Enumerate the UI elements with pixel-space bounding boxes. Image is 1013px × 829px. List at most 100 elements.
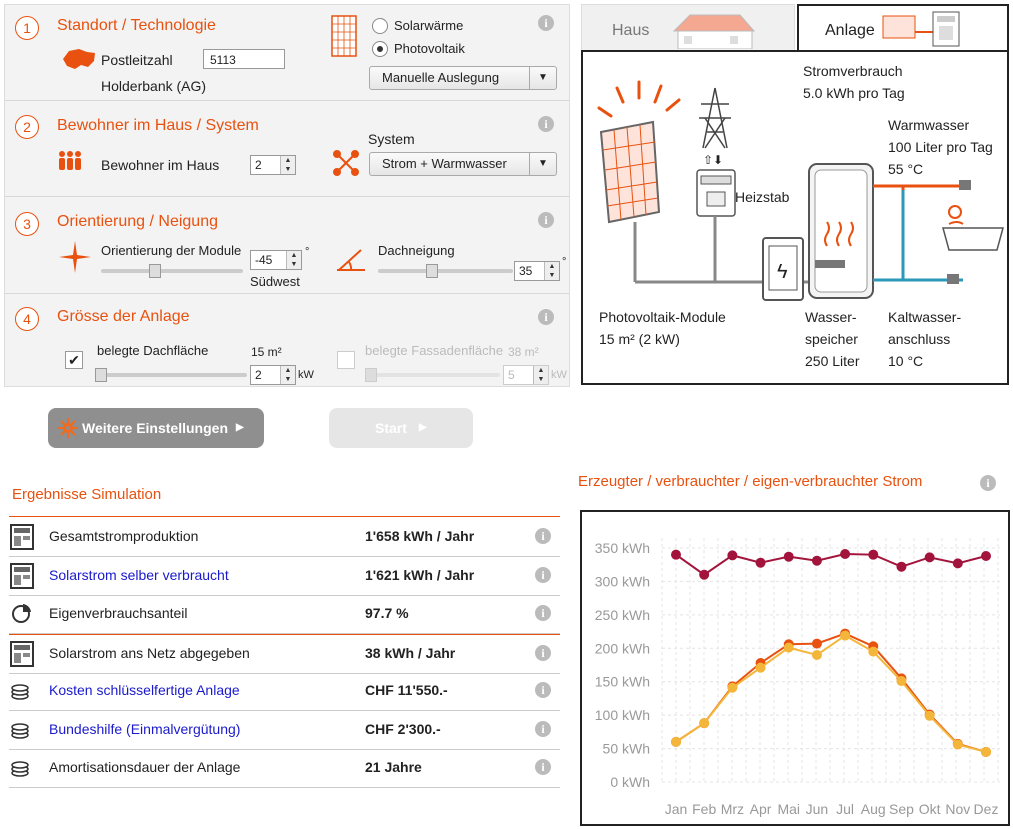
radio-solarwaerme[interactable]: [372, 18, 388, 34]
tilt-stepper[interactable]: 35 ▲ ▼: [514, 261, 560, 281]
tab-house[interactable]: Haus: [581, 4, 795, 50]
arrow-right-icon: ▶: [419, 422, 427, 433]
result-value: 1'658 kWh / Jahr: [365, 528, 475, 544]
roof-checkbox[interactable]: ✔: [65, 351, 83, 369]
result-name[interactable]: Kosten schlüsselfertige Anlage: [49, 682, 240, 698]
plz-input[interactable]: 5113: [203, 49, 285, 69]
y-tick-label: 50 kWh: [603, 741, 650, 757]
series-line: [675, 632, 987, 753]
orientation-stepper[interactable]: -45 ▲ ▼: [250, 250, 302, 270]
data-point: [840, 549, 851, 560]
info-icon[interactable]: i: [535, 759, 551, 775]
info-icon[interactable]: i: [535, 528, 551, 544]
step-number: 4: [15, 307, 39, 331]
coins-icon: [10, 717, 34, 741]
data-point: [868, 646, 879, 657]
y-tick-label: 250 kWh: [595, 607, 650, 623]
tap-icon: [959, 180, 971, 190]
meter-icon: [10, 640, 34, 667]
place-name: Holderbank (AG): [101, 78, 207, 94]
compass-star-icon: [59, 241, 91, 273]
result-row: Amortisationsdauer der Anlage 21 Jahre i: [9, 749, 560, 788]
x-tick-label: Sep: [889, 801, 914, 817]
x-tick-label: Feb: [692, 801, 716, 817]
slider-thumb[interactable]: [426, 264, 438, 278]
residents-stepper[interactable]: 2 ▲ ▼: [250, 155, 296, 175]
stepper-arrows-icon[interactable]: ▲ ▼: [280, 366, 295, 384]
plant-icon: [882, 11, 960, 47]
x-tick-label: Dez: [974, 801, 999, 817]
results-title: Ergebnisse Simulation: [12, 486, 162, 503]
info-icon[interactable]: i: [538, 212, 554, 228]
info-icon[interactable]: i: [538, 15, 554, 31]
info-icon[interactable]: i: [538, 116, 554, 132]
data-point: [699, 718, 710, 729]
data-point: [840, 630, 851, 641]
design-mode-value: Manuelle Auslegung: [382, 70, 500, 85]
info-icon[interactable]: i: [535, 605, 551, 621]
result-name[interactable]: Solarstrom selber verbraucht: [49, 566, 229, 583]
result-name[interactable]: Bundeshilfe (Einmalvergütung): [49, 720, 241, 737]
result-row: Kosten schlüsselfertige Anlage CHF 11'550…: [9, 672, 560, 711]
roof-kw-stepper[interactable]: 2 ▲ ▼: [250, 365, 296, 385]
info-icon[interactable]: i: [535, 682, 551, 698]
data-point: [699, 569, 710, 580]
slider-thumb[interactable]: [95, 368, 107, 382]
section-location: 1 Standort / Technologie Postleitzahl 51…: [5, 5, 569, 101]
residents-value: 2: [255, 158, 262, 172]
tank-line2: speicher: [805, 331, 858, 347]
coins-icon: [10, 678, 34, 702]
roof-tilt-icon: [337, 249, 365, 271]
tilt-slider[interactable]: [378, 264, 513, 278]
system-panel: Haus Anlage ⇧⬇: [581, 4, 1009, 385]
design-mode-select[interactable]: Manuelle Auslegung ▼: [369, 66, 557, 90]
house-icon: [672, 14, 756, 49]
stepper-arrows-icon[interactable]: ▲ ▼: [280, 156, 295, 174]
info-icon[interactable]: i: [980, 475, 996, 491]
system-select[interactable]: Strom + Warmwasser ▼: [369, 152, 557, 176]
slider-thumb[interactable]: [365, 368, 377, 382]
facade-slider[interactable]: [365, 368, 500, 382]
info-icon[interactable]: i: [535, 720, 551, 737]
y-tick-label: 150 kWh: [595, 674, 650, 690]
facade-kw-value: 5: [508, 368, 515, 382]
x-tick-label: Mrz: [721, 801, 744, 817]
result-value: 1'621 kWh / Jahr: [365, 566, 475, 583]
tilt-value: 35: [519, 264, 533, 278]
facade-checkbox[interactable]: [337, 351, 355, 369]
section-size: 4 Grösse der Anlage ✔ belegte Dachfläche…: [5, 293, 569, 386]
chart-title: Erzeugter / verbrauchter / eigen-verbrau…: [578, 473, 923, 490]
slider-thumb[interactable]: [149, 264, 161, 278]
result-name: Eigenverbrauchsanteil: [49, 605, 188, 621]
stepper-arrows-icon[interactable]: ▲ ▼: [544, 262, 559, 280]
kw-unit: kW: [551, 369, 567, 381]
info-icon[interactable]: i: [535, 566, 551, 583]
more-settings-button[interactable]: Weitere Einstellungen ▶: [48, 408, 264, 448]
data-point: [952, 739, 963, 750]
info-icon[interactable]: i: [535, 644, 551, 661]
x-tick-label: Jan: [665, 801, 688, 817]
data-point: [783, 642, 794, 653]
stepper-arrows-icon[interactable]: ▲ ▼: [286, 251, 301, 269]
radio-photovoltaik[interactable]: [372, 41, 388, 57]
stepper-arrows-icon[interactable]: ▲ ▼: [533, 366, 548, 384]
orientation-slider[interactable]: [101, 264, 243, 278]
coins-icon: [10, 755, 34, 779]
roof-slider[interactable]: [95, 368, 247, 382]
more-settings-label: Weitere Einstellungen: [82, 420, 228, 436]
facade-kw-stepper[interactable]: 5 ▲ ▼: [503, 365, 549, 385]
svg-text:⇧⬇: ⇧⬇: [703, 153, 723, 167]
tab-plant-label: Anlage: [825, 22, 875, 39]
facade-area: 38 m²: [508, 345, 539, 359]
section-title: Bewohner im Haus / System: [57, 117, 259, 134]
result-value: 38 kWh / Jahr: [365, 644, 456, 661]
x-tick-label: Apr: [750, 801, 772, 817]
x-tick-label: Nov: [945, 801, 970, 817]
tank-line3: 250 Liter: [805, 353, 860, 369]
data-point: [981, 746, 991, 757]
start-button[interactable]: Start ▶: [329, 408, 473, 448]
energy-chart: 0 kWh 50 kWh 100 kWh 150 kWh 200 kWh 250 kWh 3…: [595, 538, 1000, 817]
info-icon[interactable]: i: [538, 309, 554, 325]
result-name: Gesamtstromproduktion: [49, 528, 199, 544]
tab-plant[interactable]: Anlage: [797, 4, 1009, 50]
